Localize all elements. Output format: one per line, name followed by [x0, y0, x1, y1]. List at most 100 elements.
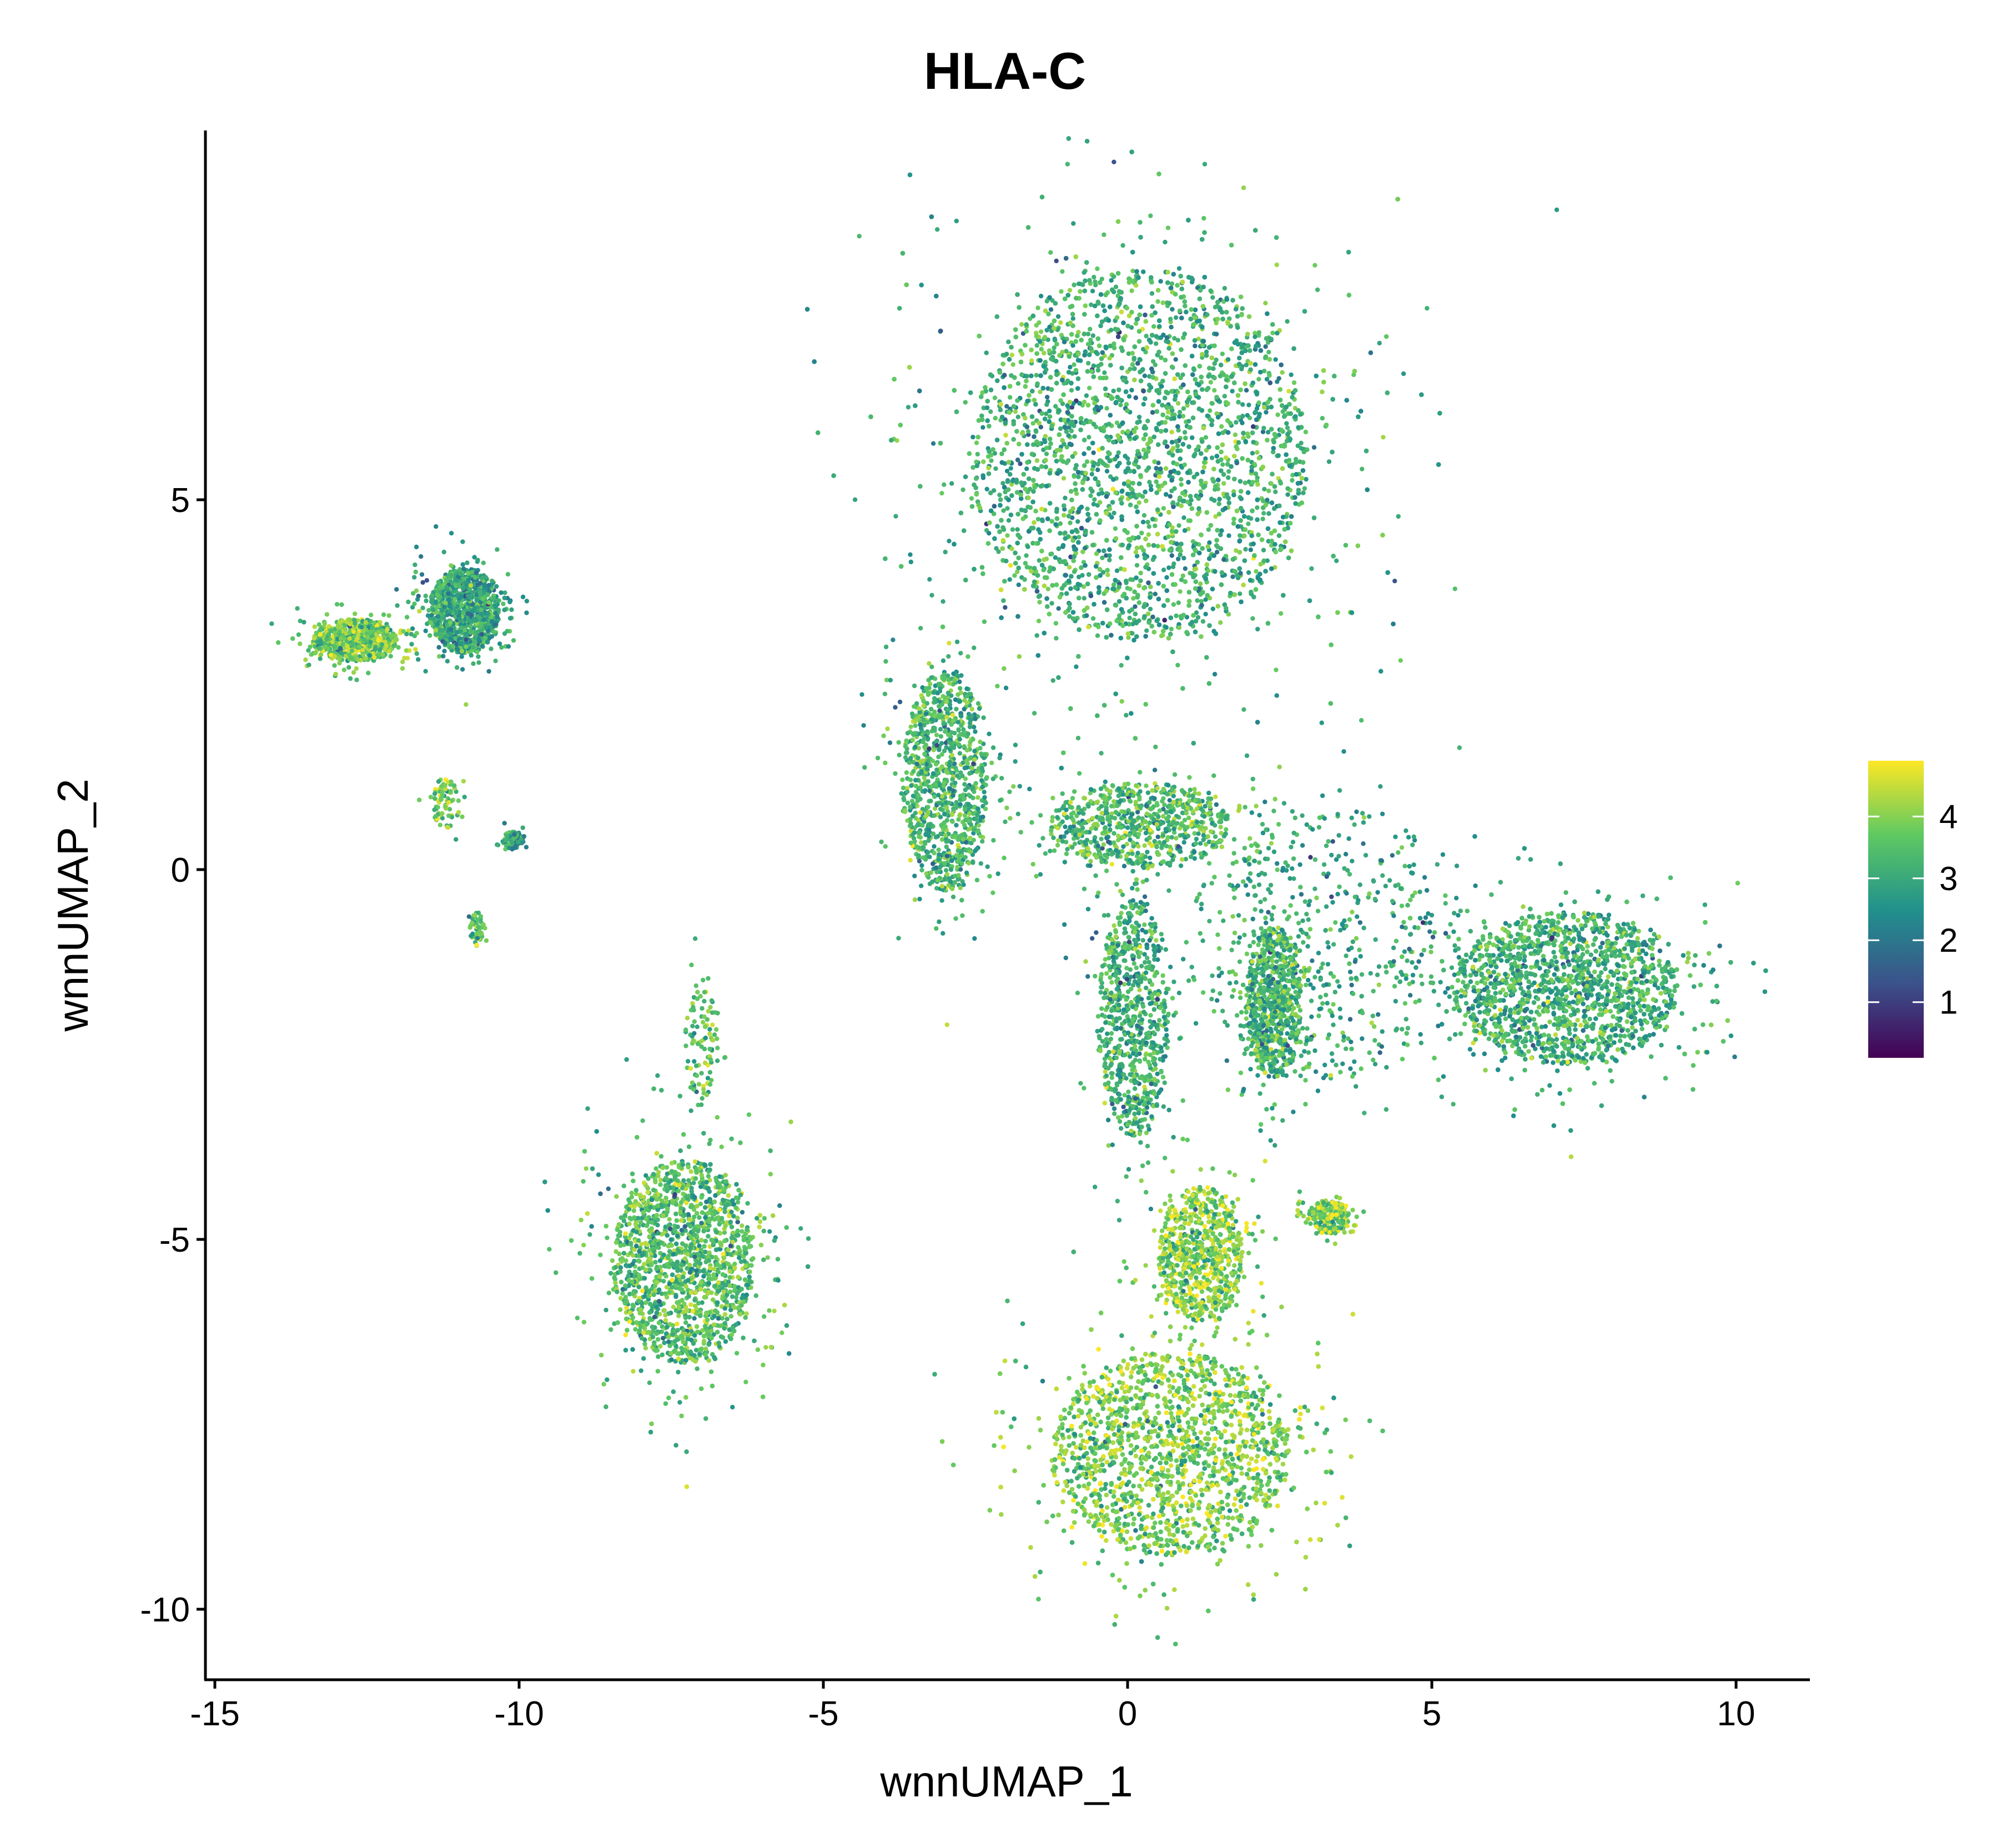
cell-point [1005, 506, 1009, 510]
cell-point [1141, 269, 1145, 274]
cell-point [1109, 328, 1113, 332]
cell-point [1008, 395, 1012, 399]
cell-point [975, 452, 980, 456]
cell-point [1168, 317, 1173, 321]
cell-point [1039, 329, 1043, 334]
cell-point [1250, 451, 1255, 455]
cell-point [1266, 489, 1271, 493]
cell-point [853, 498, 857, 502]
cell-point [1244, 363, 1249, 367]
cell-point [1255, 627, 1260, 631]
cell-point [1059, 289, 1063, 294]
cell-point [1170, 529, 1174, 533]
cell-point [939, 491, 944, 495]
cell-point [1341, 749, 1346, 754]
cell-point [1275, 263, 1279, 267]
cell-point [954, 219, 959, 223]
cell-point [1174, 315, 1178, 320]
cell-point [1154, 479, 1159, 484]
cell-point [1169, 325, 1173, 329]
cell-point [1077, 282, 1081, 286]
cell-point [1086, 361, 1090, 365]
cell-point [908, 553, 912, 557]
cell-point [1284, 421, 1289, 425]
cell-point [1068, 586, 1073, 591]
cell-point [1058, 320, 1063, 325]
cell-point [1037, 600, 1042, 604]
cell-point [1069, 388, 1074, 393]
cell-point [1276, 376, 1281, 380]
cell-point [1210, 401, 1214, 405]
cell-point [1016, 381, 1020, 386]
cell-point [1039, 347, 1044, 351]
cell-point [1054, 636, 1058, 640]
cell-point [1088, 494, 1093, 498]
cell-point [960, 488, 965, 492]
cell-point [1320, 416, 1325, 420]
cell-point [1051, 678, 1055, 682]
cell-point [1004, 686, 1008, 690]
cell-point [1045, 395, 1049, 399]
cell-point [1107, 553, 1111, 558]
cell-point [1037, 619, 1041, 623]
cell-point [1129, 388, 1134, 392]
cell-point [1095, 468, 1100, 472]
cell-point [1166, 565, 1171, 570]
cell-point [1137, 500, 1141, 505]
cell-point [1175, 663, 1180, 667]
cell-point [1183, 463, 1187, 467]
cell-point [963, 400, 968, 404]
cell-point [1224, 455, 1228, 460]
cell-point [1170, 307, 1174, 312]
cell-point [1087, 435, 1091, 439]
cell-point [1177, 266, 1181, 270]
cell-point [1120, 430, 1125, 434]
cell-point [1046, 587, 1050, 591]
cell-point [1045, 328, 1049, 332]
cell-point [947, 539, 951, 543]
cell-point [1087, 386, 1091, 390]
cell-point [1261, 559, 1266, 563]
cell-point [1255, 505, 1259, 510]
cell-point [1181, 406, 1186, 411]
cell-point [1082, 400, 1087, 404]
cell-point [1004, 404, 1009, 409]
cell-point [1090, 289, 1095, 293]
cell-point [1220, 351, 1225, 356]
cell-point [1263, 301, 1267, 305]
cell-point [1005, 533, 1009, 538]
cell-point [1128, 587, 1133, 591]
cell-point [1285, 425, 1290, 430]
cell-point [1218, 620, 1223, 625]
cell-point [1141, 402, 1146, 406]
cell-point [1401, 371, 1406, 376]
cell-point [1206, 528, 1211, 532]
cell-point [1113, 526, 1118, 531]
cell-point [1068, 365, 1072, 369]
cell-point [1058, 521, 1063, 526]
cell-point [1039, 294, 1043, 298]
cell-point [996, 549, 1000, 554]
cell-point [1279, 428, 1284, 432]
cell-point [1207, 540, 1211, 545]
cell-point [1168, 494, 1173, 499]
cell-point [1233, 433, 1238, 437]
cell-point [1029, 358, 1034, 363]
cell-point [1139, 571, 1143, 575]
cell-point [906, 405, 911, 409]
cell-point [1334, 559, 1339, 563]
cell-point [1104, 406, 1109, 410]
cell-point [1155, 299, 1160, 304]
cell-point [1048, 250, 1053, 255]
cell-point [1253, 334, 1257, 339]
cell-point [943, 550, 948, 554]
cell-point [1425, 306, 1429, 310]
cell-point [1172, 336, 1176, 340]
cell-point [1025, 545, 1030, 549]
cell-point [1037, 558, 1042, 563]
cell-point [1002, 666, 1006, 671]
cell-point [857, 234, 862, 238]
cell-point [1102, 370, 1106, 375]
cell-point [1092, 497, 1096, 501]
cell-point [1210, 295, 1215, 300]
